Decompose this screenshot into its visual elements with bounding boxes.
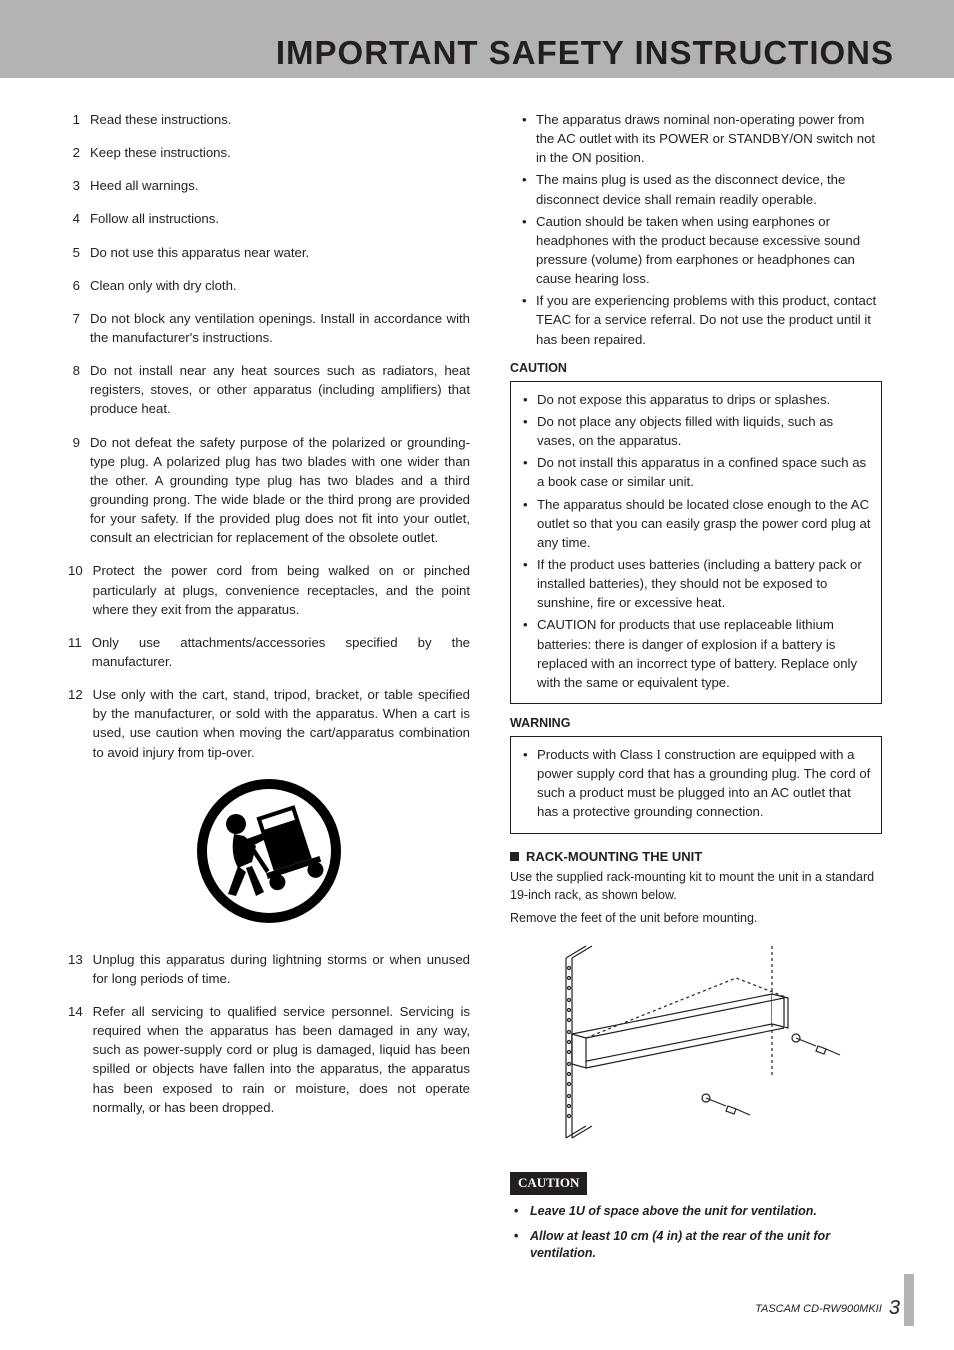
- safety-item: 1Read these instructions.: [68, 110, 470, 129]
- caution-box: Do not expose this apparatus to drips or…: [510, 381, 882, 704]
- warning-list: Products with Class I construction are e…: [515, 745, 871, 822]
- caution-label: CAUTION: [510, 359, 882, 377]
- right-column: The apparatus draws nominal non-operatin…: [510, 110, 882, 1269]
- safety-item: 3Heed all warnings.: [68, 176, 470, 195]
- rack-desc-1: Use the supplied rack-mounting kit to mo…: [510, 869, 882, 904]
- right-note-item: If you are experiencing problems with th…: [522, 291, 882, 348]
- safety-list-part1: 1Read these instructions. 2Keep these ins…: [68, 110, 470, 762]
- safety-item: 10Protect the power cord from being walk…: [68, 561, 470, 618]
- safety-item: 5Do not use this apparatus near water.: [68, 243, 470, 262]
- caution-item: Do not place any objects filled with liq…: [523, 412, 871, 450]
- final-caution-item: Leave 1U of space above the unit for ven…: [514, 1203, 882, 1220]
- right-note-item: Caution should be taken when using earph…: [522, 212, 882, 289]
- warning-item: Products with Class I construction are e…: [523, 745, 871, 822]
- content-area: 1Read these instructions. 2Keep these ins…: [0, 78, 954, 1269]
- left-column: 1Read these instructions. 2Keep these ins…: [68, 110, 470, 1269]
- caution-pill: CAUTION: [510, 1172, 587, 1195]
- safety-item: 11Only use attachments/accessories speci…: [68, 633, 470, 671]
- safety-item: 8Do not install near any heat sources su…: [68, 361, 470, 418]
- safety-item: 13Unplug this apparatus during lightning…: [68, 950, 470, 988]
- final-caution-item: Allow at least 10 cm (4 in) at the rear …: [514, 1228, 882, 1262]
- page-title: IMPORTANT SAFETY INSTRUCTIONS: [276, 34, 894, 72]
- warning-prefix: Products with Class: [537, 747, 656, 762]
- safety-item: 2Keep these instructions.: [68, 143, 470, 162]
- final-caution-list: Leave 1U of space above the unit for ven…: [510, 1203, 882, 1262]
- footer-model: TASCAM CD-RW900MKII: [755, 1303, 882, 1315]
- page-number: 3: [889, 1297, 900, 1319]
- rack-diagram-icon: [536, 938, 856, 1158]
- cart-tipover-icon: [194, 776, 344, 926]
- rack-desc-2: Remove the feet of the unit before mount…: [510, 910, 882, 928]
- square-bullet-icon: [510, 852, 519, 861]
- safety-item: 9Do not defeat the safety purpose of the…: [68, 433, 470, 548]
- rack-heading: RACK-MOUNTING THE UNIT: [510, 848, 882, 867]
- warning-box: Products with Class I construction are e…: [510, 736, 882, 834]
- caution-item: Do not expose this apparatus to drips or…: [523, 390, 871, 409]
- caution-item: The apparatus should be located close en…: [523, 495, 871, 552]
- caution-list: Do not expose this apparatus to drips or…: [515, 390, 871, 692]
- safety-item: 4Follow all instructions.: [68, 209, 470, 228]
- right-notes-list: The apparatus draws nominal non-operatin…: [510, 110, 882, 349]
- warning-label: WARNING: [510, 714, 882, 732]
- caution-item: CAUTION for products that use replaceabl…: [523, 615, 871, 692]
- header-bar: IMPORTANT SAFETY INSTRUCTIONS: [0, 0, 954, 78]
- safety-item: 14Refer all servicing to qualified servi…: [68, 1002, 470, 1117]
- caution-item: If the product uses batteries (including…: [523, 555, 871, 612]
- footer: TASCAM CD-RW900MKII 3: [755, 1297, 900, 1320]
- caution-item: Do not install this apparatus in a confi…: [523, 453, 871, 491]
- footer-tab: [904, 1274, 914, 1326]
- safety-list-part2: 13Unplug this apparatus during lightning…: [68, 950, 470, 1117]
- safety-item: 12Use only with the cart, stand, tripod,…: [68, 685, 470, 762]
- safety-item: 7Do not block any ventilation openings. …: [68, 309, 470, 347]
- safety-item: 6Clean only with dry cloth.: [68, 276, 470, 295]
- right-note-item: The mains plug is used as the disconnect…: [522, 170, 882, 208]
- rack-heading-text: RACK-MOUNTING THE UNIT: [526, 849, 702, 864]
- right-note-item: The apparatus draws nominal non-operatin…: [522, 110, 882, 167]
